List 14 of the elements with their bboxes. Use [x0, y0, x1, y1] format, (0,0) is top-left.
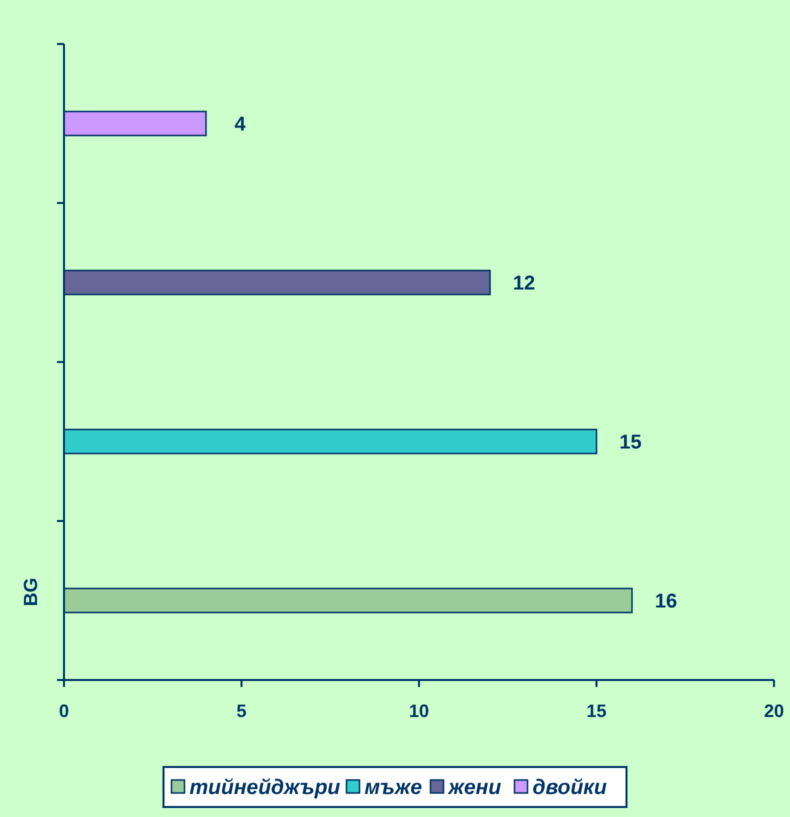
x-tick-label: 5	[236, 701, 247, 721]
data-label: 12	[512, 272, 536, 294]
data-label: 15	[619, 432, 642, 454]
x-tick-label: 20	[764, 701, 784, 721]
x-tick-label: 0	[58, 701, 70, 721]
x-tick-label: 15	[586, 701, 607, 721]
y-axis-title: BG	[21, 578, 42, 606]
legend-label: тийнейджъри	[190, 776, 340, 799]
legend-label: двойки	[532, 776, 607, 799]
legend-label: жени	[448, 776, 502, 799]
legend-label: мъже	[364, 776, 422, 799]
data-label: 4	[234, 114, 246, 136]
data-label: 16	[654, 590, 678, 612]
x-tick-label: 10	[408, 701, 430, 721]
